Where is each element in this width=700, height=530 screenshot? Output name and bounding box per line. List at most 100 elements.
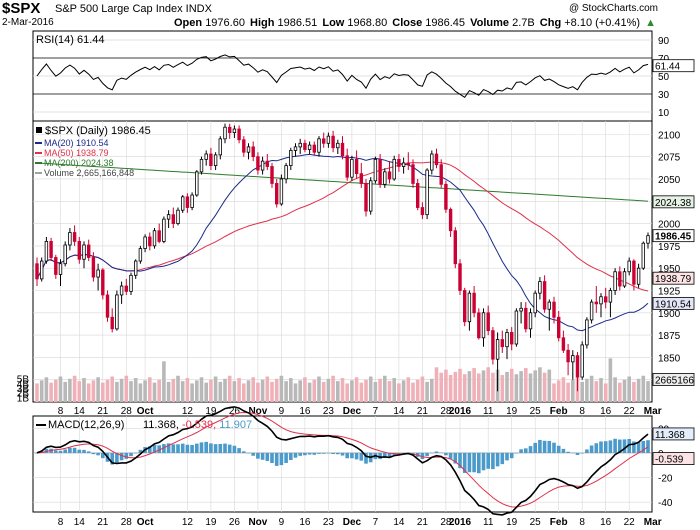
volume-bar <box>359 382 364 402</box>
candle-body <box>420 207 425 216</box>
price-panel: 1825185018751900192519501975200020252050… <box>17 120 695 417</box>
candle-body <box>265 160 269 167</box>
x-axis-label: 19 <box>205 406 217 417</box>
rsi-tick-label: 30 <box>658 90 670 101</box>
macd-histogram-bar <box>505 452 509 461</box>
volume-bar <box>58 376 63 402</box>
candle-body <box>566 349 570 363</box>
macd-x-axis-label: 12 <box>182 517 194 528</box>
volume-bar <box>538 367 542 402</box>
volume-bar <box>453 371 458 402</box>
candle-body <box>542 281 547 310</box>
macd-histogram-bar <box>425 452 429 457</box>
volume-bar <box>486 367 490 402</box>
macd-histogram-bar <box>528 446 533 453</box>
volume-bar <box>157 379 161 402</box>
macd-x-axis-label: Oct <box>137 517 154 528</box>
candle-body <box>152 230 157 247</box>
x-axis-label: 7 <box>373 406 379 417</box>
macd-histogram-bar <box>162 444 166 453</box>
macd-histogram-bar <box>256 452 260 459</box>
candle-body <box>82 244 86 260</box>
macd-histogram-bar <box>542 440 547 453</box>
candle-body <box>397 158 401 167</box>
candle-body <box>331 135 335 149</box>
macd-histogram-bar <box>265 452 270 461</box>
candle-body <box>425 169 429 216</box>
macd-histogram-bar <box>91 452 96 455</box>
volume-bar <box>383 375 387 402</box>
volume-bar <box>227 375 232 402</box>
volume-bar <box>246 380 251 402</box>
price-legend-entry: MA(50) 1938.79 <box>44 148 109 158</box>
volume-bar <box>509 368 514 402</box>
candle-body <box>72 232 77 242</box>
macd-tick-label: -20 <box>658 474 673 485</box>
volume-bar <box>321 381 326 402</box>
volume-bar <box>91 380 96 402</box>
price-tick-label: 2075 <box>658 153 681 164</box>
candle-body <box>364 183 368 212</box>
candle-body <box>401 162 406 167</box>
volume-bar <box>124 375 129 402</box>
macd-histogram-bar <box>345 452 349 459</box>
volume-bar <box>49 382 53 402</box>
ohlc-summary: Open 1976.60 High 1986.51 Low 1968.80 Cl… <box>174 17 658 29</box>
x-axis-label: 26 <box>229 406 241 417</box>
candle-body <box>274 183 279 205</box>
macd-histogram-bar <box>585 449 589 453</box>
price-tick-label: 1925 <box>658 286 681 297</box>
volume-bar <box>77 381 82 402</box>
macd-histogram-bar <box>63 449 67 453</box>
x-axis-label: 14 <box>393 406 405 417</box>
macd-histogram-bar <box>129 452 133 457</box>
candle-body <box>406 162 410 166</box>
volume-bar <box>603 383 608 402</box>
candle-body <box>439 164 443 185</box>
volume-bar <box>552 383 556 402</box>
candle-body <box>387 171 392 180</box>
x-axis-label: 16 <box>299 406 311 417</box>
volume-bar <box>345 383 349 402</box>
macd-histogram-bar <box>519 449 523 453</box>
volume-bar <box>213 376 218 402</box>
volume-bar <box>218 381 223 402</box>
price-tag: 1910.54 <box>655 299 692 310</box>
candle-body <box>641 242 645 269</box>
macd-histogram-bar <box>514 452 519 454</box>
volume-bar <box>477 373 481 402</box>
candle-body <box>580 344 584 378</box>
ma50-line <box>36 161 649 292</box>
candle-body <box>491 330 495 360</box>
volume-bar <box>354 377 359 402</box>
macd-histogram-bar <box>566 451 570 453</box>
macd-histogram-bar <box>467 452 472 473</box>
macd-histogram-bar <box>641 440 646 453</box>
macd-tick-label: -40 <box>658 498 673 509</box>
volume-bar <box>101 382 105 402</box>
macd-x-axis-label: 8 <box>58 517 64 528</box>
candle-body <box>415 183 420 208</box>
macd-histogram-bar <box>227 444 232 453</box>
macd-histogram-bar <box>383 452 387 458</box>
macd-line <box>36 406 649 516</box>
volume-bar <box>378 378 382 402</box>
volume-bar <box>439 372 443 402</box>
macd-histogram-bar <box>124 452 129 459</box>
price-tick-label: 1875 <box>658 331 681 342</box>
macd-histogram-bar <box>209 443 213 453</box>
candle-body <box>242 139 246 153</box>
x-axis-label: 22 <box>624 406 636 417</box>
x-axis-label: Mar <box>644 406 662 417</box>
candle-body <box>129 274 133 292</box>
candle-body <box>312 144 316 153</box>
price-tick-label: 2050 <box>658 175 681 186</box>
price-tag-box <box>652 195 695 209</box>
candle-body <box>251 146 255 158</box>
macd-histogram-bar <box>152 444 157 453</box>
volume-bar <box>467 371 472 402</box>
macd-histogram-bar <box>166 443 171 453</box>
volume-bar <box>599 378 603 402</box>
candle-body <box>68 232 72 246</box>
volume-bar <box>481 370 486 402</box>
